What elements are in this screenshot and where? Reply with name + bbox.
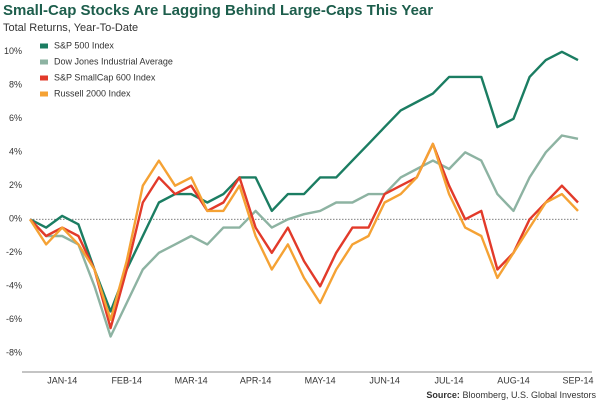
x-tick-label: JAN-14 [47, 375, 77, 385]
chart-title: Small-Cap Stocks Are Lagging Behind Larg… [3, 2, 433, 19]
chart-subtitle: Total Returns, Year-To-Date [3, 22, 138, 34]
source-text: Bloomberg, U.S. Global Investors [462, 390, 596, 400]
series-line [29, 134, 579, 338]
y-tick-label: 2% [9, 180, 22, 190]
legend-label: S&P 500 Index [54, 40, 114, 50]
legend-label: S&P SmallCap 600 Index [54, 72, 156, 82]
x-tick-label: APR-14 [240, 375, 272, 385]
x-tick-label: JUL-14 [435, 375, 464, 385]
legend-label: Russell 2000 Index [54, 88, 131, 98]
y-tick-label: 4% [9, 147, 22, 157]
y-tick-label: 0% [9, 214, 22, 224]
y-tick-label: -6% [6, 314, 22, 324]
y-tick-label: -4% [6, 281, 22, 291]
series-line [28, 142, 579, 321]
x-tick-label: MAR-14 [175, 375, 208, 385]
y-tick-label: 8% [9, 80, 22, 90]
y-tick-label: 10% [4, 46, 22, 56]
x-tick-label: FEB-14 [111, 375, 142, 385]
y-tick-label: -8% [6, 348, 22, 358]
x-tick-label: SEP-14 [562, 375, 593, 385]
legend-label: Dow Jones Industrial Average [54, 56, 173, 66]
x-tick-label: MAY-14 [305, 375, 336, 385]
x-tick-label: AUG-14 [497, 375, 530, 385]
series-line [29, 142, 579, 330]
x-tick-label: JUN-14 [369, 375, 400, 385]
source: Source: Bloomberg, U.S. Global Investors [426, 390, 596, 400]
y-tick-label: 6% [9, 113, 22, 123]
y-tick-label: -2% [6, 247, 22, 257]
source-label: Source: [426, 390, 460, 400]
